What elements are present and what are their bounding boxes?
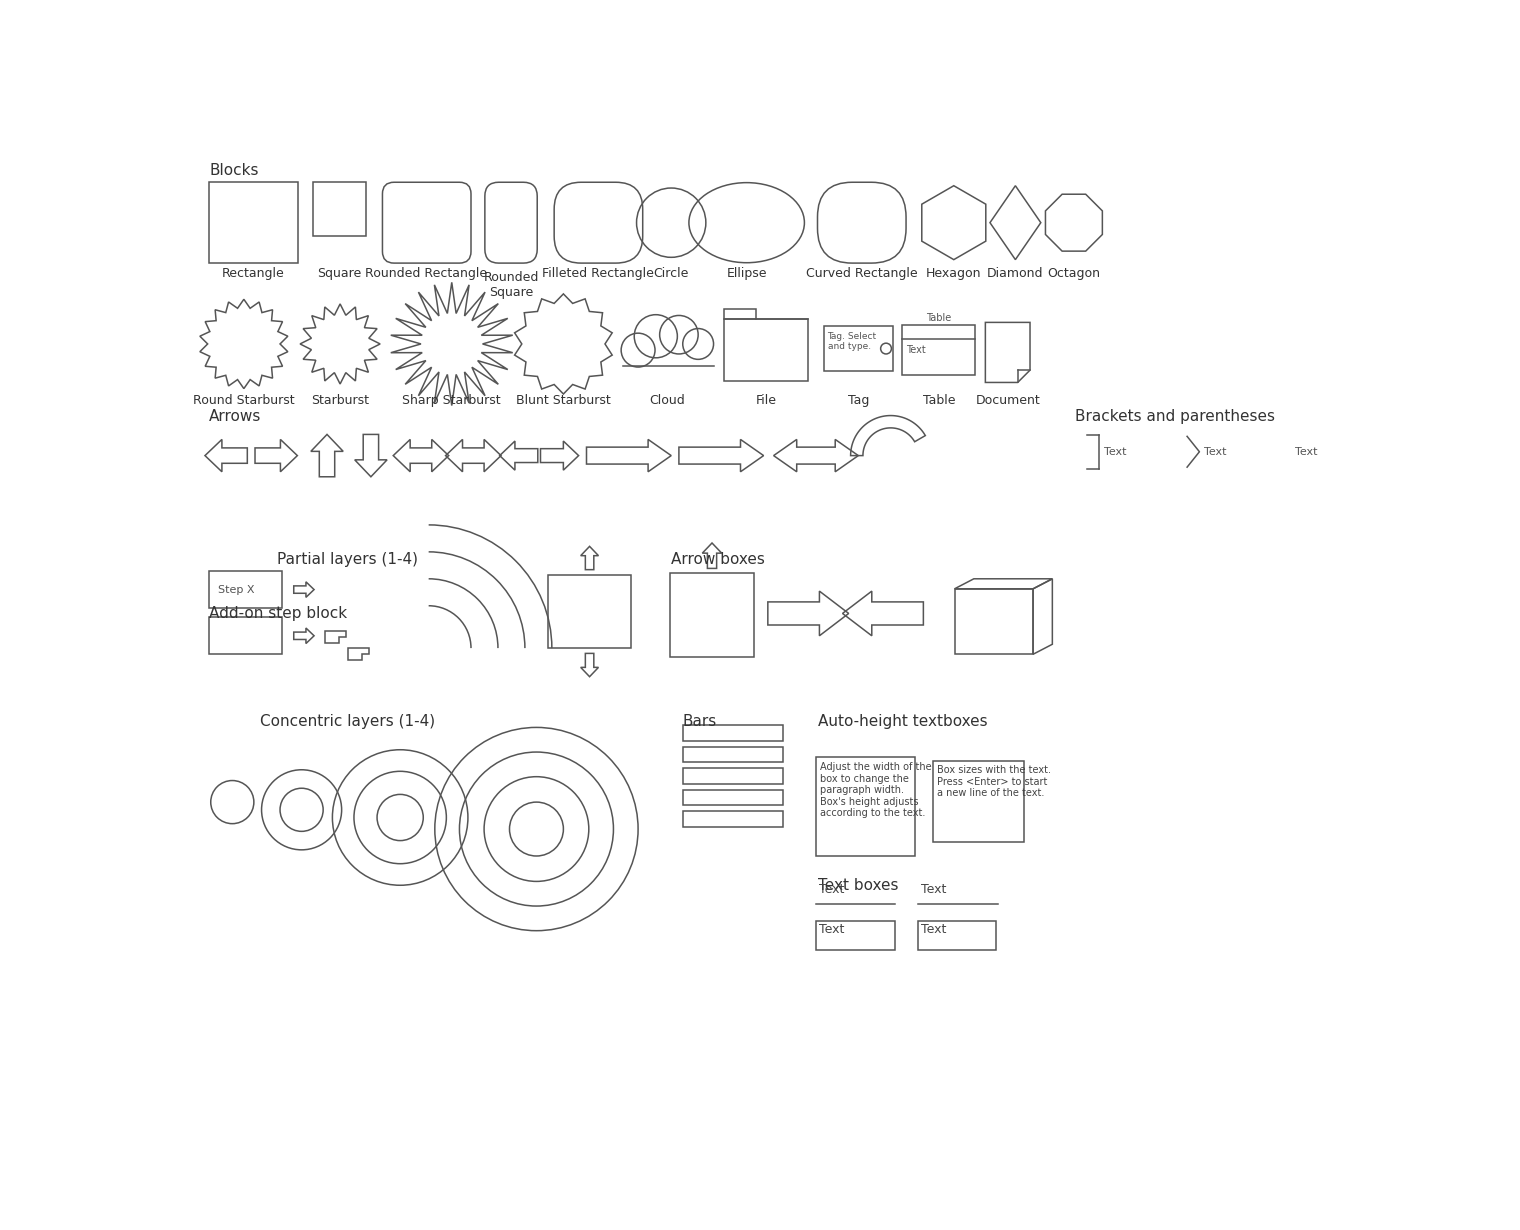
Text: Square: Square	[318, 267, 362, 280]
Text: File: File	[755, 394, 777, 407]
Bar	[824, 326, 892, 371]
Text: Brackets and parentheses: Brackets and parentheses	[1076, 410, 1275, 424]
Text: Arrows: Arrows	[210, 410, 261, 424]
Bar	[816, 921, 894, 950]
Text: Text boxes: Text boxes	[818, 877, 898, 893]
Bar	[724, 309, 755, 320]
Bar	[210, 617, 283, 654]
Bar	[313, 182, 365, 236]
Text: Add-on step block: Add-on step block	[210, 605, 348, 621]
Text: Hexagon: Hexagon	[926, 267, 982, 280]
Text: Step X: Step X	[219, 584, 255, 594]
Text: Document: Document	[976, 394, 1040, 407]
Text: Circle: Circle	[654, 267, 689, 280]
Bar	[682, 726, 783, 740]
Text: Filleted Rectangle: Filleted Rectangle	[543, 267, 654, 280]
Bar	[210, 571, 283, 608]
Bar	[682, 790, 783, 806]
Text: Diamond: Diamond	[986, 267, 1044, 280]
Text: Table: Table	[923, 394, 955, 407]
Text: Text: Text	[819, 883, 845, 895]
Text: Sharp Starburst: Sharp Starburst	[403, 394, 502, 407]
Bar	[682, 812, 783, 827]
Text: Tag. Select: Tag. Select	[827, 332, 877, 341]
Text: Rectangle: Rectangle	[222, 267, 284, 280]
Text: Rounded Rectangle: Rounded Rectangle	[365, 267, 488, 280]
Bar	[670, 573, 754, 657]
Text: Blunt Starburst: Blunt Starburst	[515, 394, 611, 407]
Text: Text: Text	[921, 922, 945, 936]
Text: Text: Text	[921, 883, 945, 895]
Text: Rounded
Square: Rounded Square	[483, 271, 538, 299]
Bar	[682, 747, 783, 763]
Text: Text: Text	[819, 922, 845, 936]
Text: Partial layers (1-4): Partial layers (1-4)	[277, 552, 418, 567]
Text: Text: Text	[1295, 446, 1318, 456]
Text: Box sizes with the text.
Press <Enter> to start
a new line of the text.: Box sizes with the text. Press <Enter> t…	[936, 765, 1050, 798]
Text: and type.: and type.	[827, 342, 871, 351]
Text: Octagon: Octagon	[1047, 267, 1100, 280]
Bar	[903, 325, 976, 375]
Text: Auto-height textboxes: Auto-height textboxes	[818, 713, 986, 728]
Text: Arrow boxes: Arrow boxes	[672, 552, 765, 567]
Text: Cloud: Cloud	[649, 394, 686, 407]
Bar	[724, 320, 809, 381]
Text: Ellipse: Ellipse	[727, 267, 768, 280]
Text: Text: Text	[1104, 446, 1126, 456]
Bar	[682, 769, 783, 784]
Text: Concentric layers (1-4): Concentric layers (1-4)	[260, 713, 435, 728]
Bar	[933, 761, 1024, 843]
Bar	[549, 574, 631, 648]
Text: Tag: Tag	[848, 394, 869, 407]
Bar	[816, 758, 915, 856]
Text: Table: Table	[926, 314, 952, 323]
Bar	[955, 589, 1034, 654]
Text: Text: Text	[906, 344, 926, 354]
Text: Curved Rectangle: Curved Rectangle	[806, 267, 917, 280]
Text: Round Starburst: Round Starburst	[193, 394, 295, 407]
Text: Adjust the width of the
box to change the
paragraph width.
Box's height adjusts
: Adjust the width of the box to change th…	[819, 763, 932, 818]
Bar	[918, 921, 996, 950]
Text: Bars: Bars	[682, 713, 717, 728]
Text: Blocks: Blocks	[210, 164, 258, 178]
Text: Starburst: Starburst	[312, 394, 369, 407]
Text: Text: Text	[1204, 446, 1227, 456]
Bar	[210, 182, 298, 263]
